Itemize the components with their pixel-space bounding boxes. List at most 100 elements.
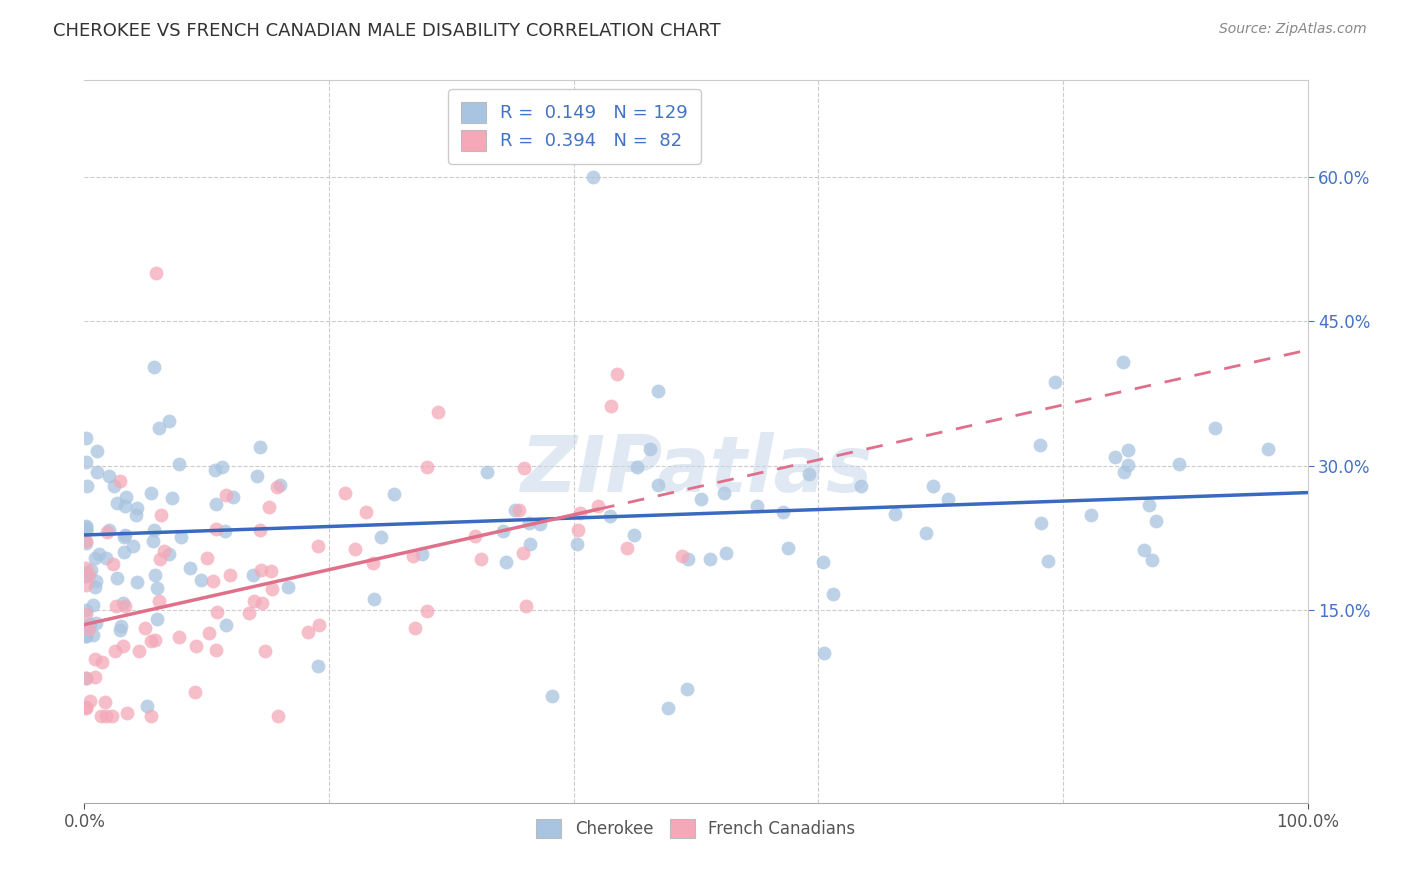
Point [75,607,97,622]
Point [1036,554,1059,568]
Point [307,539,329,553]
Point [112,544,135,558]
Point [517,516,540,530]
Point [503,503,526,517]
Point [1204,421,1226,435]
Text: CHEROKEE VS FRENCH CANADIAN MALE DISABILITY CORRELATION CHART: CHEROKEE VS FRENCH CANADIAN MALE DISABIL… [53,22,721,40]
Point [169,630,191,644]
Point [821,587,844,601]
Point [1257,442,1279,456]
Point [108,474,131,488]
Point [914,525,936,540]
Point [149,552,172,566]
Point [1104,450,1126,464]
Point [204,522,226,536]
Point [94,550,117,565]
Point [83,670,105,684]
Point [75,629,97,643]
Point [83,550,105,565]
Point [96,709,118,723]
Point [671,549,693,563]
Point [745,499,768,513]
Point [623,528,645,542]
Point [179,561,201,575]
Point [142,523,165,537]
Point [343,541,366,556]
Point [110,623,132,637]
Point [79,694,101,708]
Point [1029,516,1052,531]
Point [75,523,97,537]
Point [254,644,277,658]
Point [1029,438,1052,452]
Point [82,598,104,612]
Point [1168,457,1191,471]
Point [160,491,183,505]
Point [606,367,628,381]
Point [84,652,107,666]
Point [110,618,132,632]
Point [125,500,148,515]
Point [307,658,329,673]
Point [75,519,97,533]
Point [103,478,125,492]
Point [586,499,609,513]
Point [114,527,136,541]
Point [640,442,662,456]
Point [647,478,669,492]
Point [198,626,221,640]
Point [115,490,138,504]
Point [115,706,138,720]
Point [141,533,163,548]
Point [512,546,534,560]
Point [125,508,148,522]
Point [713,486,735,500]
Point [86,466,108,480]
Point [75,569,97,583]
Point [135,698,157,713]
Point [145,266,167,280]
Point [1112,465,1135,479]
Point [799,467,821,482]
Point [266,480,288,494]
Point [211,460,233,475]
Point [401,549,423,563]
Point [415,459,437,474]
Point [87,547,110,561]
Legend: Cherokee, French Canadians: Cherokee, French Canadians [530,813,862,845]
Point [112,597,135,611]
Point [416,604,439,618]
Point [849,479,872,493]
Point [475,465,498,479]
Point [84,580,107,594]
Point [599,509,621,524]
Point [184,685,207,699]
Point [772,505,794,519]
Point [111,639,134,653]
Point [370,530,392,544]
Point [75,568,97,582]
Point [75,700,97,714]
Point [1133,543,1156,558]
Point [257,500,280,514]
Point [91,655,114,669]
Point [96,524,118,539]
Point [249,563,271,577]
Point [215,488,238,502]
Point [600,399,623,413]
Point [541,689,564,703]
Point [1112,355,1135,369]
Point [114,500,136,514]
Point [114,599,136,613]
Point [675,682,697,697]
Point [202,574,225,589]
Point [125,575,148,590]
Point [77,622,100,636]
Point [260,582,283,596]
Point [205,642,228,657]
Text: ZIPatlas: ZIPatlas [520,433,872,508]
Point [249,524,271,538]
Point [75,672,97,686]
Point [75,700,97,714]
Point [84,616,107,631]
